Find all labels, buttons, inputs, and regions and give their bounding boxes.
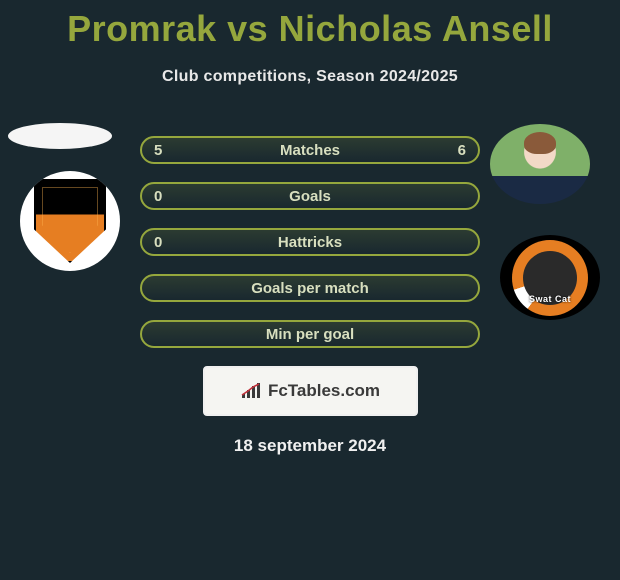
stat-label: Goals bbox=[142, 188, 478, 205]
stat-row: Min per goal bbox=[140, 320, 480, 348]
footer-date: 18 september 2024 bbox=[0, 436, 620, 456]
club-right-badge: Swat Cat bbox=[500, 235, 600, 320]
brand-badge[interactable]: FcTables.com bbox=[203, 366, 418, 416]
stat-label: Matches bbox=[142, 142, 478, 159]
stat-left-value: 0 bbox=[154, 188, 174, 205]
brand-text: FcTables.com bbox=[268, 381, 380, 401]
club-right-name: Swat Cat bbox=[529, 294, 571, 304]
page-title: Promrak vs Nicholas Ansell bbox=[0, 0, 620, 50]
stat-row: Goals per match bbox=[140, 274, 480, 302]
stat-left-value: 0 bbox=[154, 234, 174, 251]
shield-icon bbox=[34, 179, 106, 263]
stat-row: 0 Goals bbox=[140, 182, 480, 210]
bar-chart-icon bbox=[240, 382, 264, 400]
stat-row: 5 Matches 6 bbox=[140, 136, 480, 164]
stat-row: 0 Hattricks bbox=[140, 228, 480, 256]
stat-label: Goals per match bbox=[142, 280, 478, 297]
swatcat-ring-icon bbox=[512, 240, 588, 316]
stat-left-value: 5 bbox=[154, 142, 174, 159]
player-left-avatar bbox=[8, 123, 112, 149]
stat-label: Hattricks bbox=[142, 234, 478, 251]
stat-right-value: 6 bbox=[446, 142, 466, 159]
club-left-badge bbox=[20, 171, 120, 271]
subtitle: Club competitions, Season 2024/2025 bbox=[0, 68, 620, 86]
stat-label: Min per goal bbox=[142, 326, 478, 343]
player-right-avatar bbox=[490, 124, 590, 204]
